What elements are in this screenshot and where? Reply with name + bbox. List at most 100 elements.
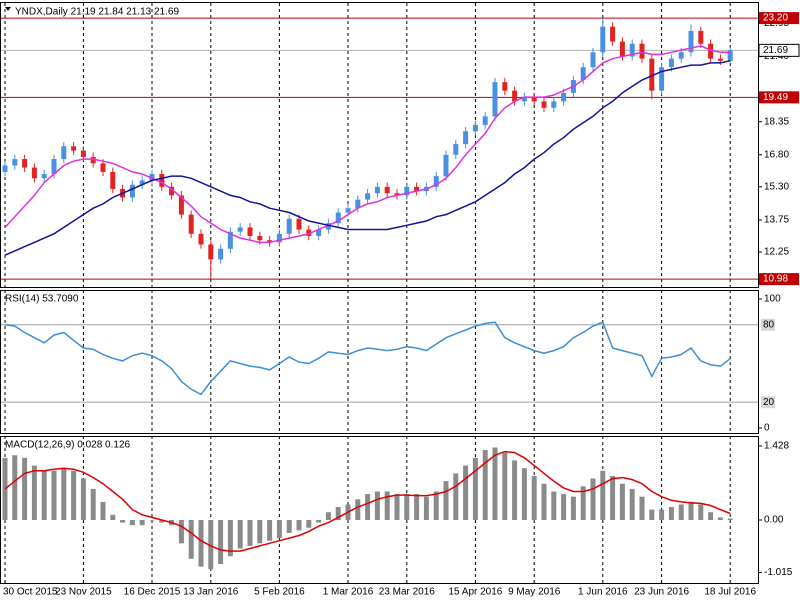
y-tick-label: 18.35 [764, 116, 789, 127]
candle-body [61, 146, 67, 160]
candle-body [227, 231, 233, 249]
histogram-bar [659, 509, 665, 520]
candle-body [521, 97, 527, 102]
candle-body [374, 186, 380, 194]
histogram-bar [90, 488, 96, 520]
candle-body [472, 124, 478, 132]
candle-body [286, 218, 292, 234]
x-tick-label: 1 Jun 2016 [578, 587, 628, 598]
y-tick-label: 100 [764, 294, 781, 305]
candle-body [31, 167, 37, 179]
candle-body [600, 26, 606, 53]
candle-body [129, 184, 135, 198]
indicator-line [4, 60, 731, 256]
histogram-bar [551, 491, 557, 520]
candle-body [708, 43, 714, 59]
histogram-bar [306, 519, 312, 528]
candle-body [51, 159, 57, 175]
x-tick-label: 15 Apr 2016 [448, 587, 502, 598]
histogram-bar [374, 491, 380, 520]
x-tick-label: 23 Jun 2016 [634, 587, 689, 598]
histogram-bar [296, 519, 302, 531]
x-tick-label: 1 Mar 2016 [323, 587, 374, 598]
y-tick-label: 0.00 [764, 515, 784, 526]
candle-body [296, 218, 302, 230]
x-tick-label: 30 Oct 2015 [3, 587, 58, 598]
histogram-bar [708, 512, 714, 520]
candle-body [512, 90, 518, 102]
level-label: 19.49 [763, 92, 788, 103]
histogram-bar [492, 447, 498, 520]
main-pane-frame [0, 2, 759, 288]
histogram-bar [531, 475, 537, 520]
histogram-bar [355, 499, 361, 520]
candle-body [257, 235, 263, 241]
y-tick-label: -1.015 [764, 567, 793, 578]
histogram-bar [80, 478, 86, 520]
x-tick-label: 23 Mar 2016 [379, 587, 436, 598]
histogram-bar [12, 455, 18, 520]
histogram-bar [688, 501, 694, 520]
candle-body [188, 214, 194, 234]
histogram-bar [267, 519, 273, 541]
candle-body [659, 67, 665, 91]
histogram-bar [453, 473, 459, 520]
candle-body [100, 163, 106, 172]
histogram-bar [502, 452, 508, 520]
level-label: 80 [763, 319, 775, 330]
candle-body [629, 43, 635, 57]
candle-body [276, 233, 282, 243]
x-tick-label: 23 Nov 2015 [55, 587, 112, 598]
histogram-bar [227, 519, 233, 557]
level-label-box [761, 396, 775, 409]
x-tick-label: 13 Jan 2016 [183, 587, 238, 598]
candle-body [668, 58, 674, 68]
histogram-bar [619, 483, 625, 520]
histogram-bar [610, 475, 616, 520]
x-tick-label: 18 Jul 2016 [704, 587, 756, 598]
level-label-box [759, 91, 799, 104]
macd-pane-frame [0, 436, 759, 584]
histogram-bar [717, 517, 723, 520]
histogram-bar [335, 507, 341, 520]
candle-body [80, 150, 86, 157]
histogram-bar [22, 457, 28, 520]
histogram-bar [188, 519, 194, 559]
histogram-bar [541, 483, 547, 520]
histogram-bar [463, 465, 469, 520]
histogram-bar [561, 494, 567, 520]
histogram-bar [208, 519, 214, 570]
histogram-bar [325, 512, 331, 520]
histogram-bar [698, 504, 704, 520]
candle-body [355, 199, 361, 209]
histogram-bar [31, 465, 37, 520]
histogram-bar [257, 519, 263, 544]
histogram-bar [41, 470, 47, 520]
menu-arrow[interactable] [5, 7, 11, 11]
y-tick-label: 16.80 [764, 149, 789, 160]
histogram-bar [423, 496, 429, 520]
candle-body [22, 159, 28, 168]
candle-body [541, 101, 547, 108]
candle-body [237, 227, 243, 232]
histogram-bar [678, 504, 684, 520]
indicator-line [4, 45, 731, 244]
histogram-bar [149, 519, 155, 521]
histogram-bar [276, 519, 282, 539]
histogram-bar [365, 494, 371, 520]
level-label: 23.20 [763, 13, 788, 24]
histogram-bar [404, 494, 410, 520]
candle-body [727, 50, 733, 62]
histogram-bar [443, 481, 449, 520]
histogram-bar [414, 494, 420, 520]
indicator-line [4, 321, 731, 396]
histogram-bar [286, 519, 292, 533]
candle-body [335, 212, 341, 224]
histogram-bar [580, 486, 586, 520]
candle-body [218, 248, 224, 260]
candle-body [443, 154, 449, 177]
candle-body [139, 180, 145, 185]
candle-body [433, 176, 439, 187]
